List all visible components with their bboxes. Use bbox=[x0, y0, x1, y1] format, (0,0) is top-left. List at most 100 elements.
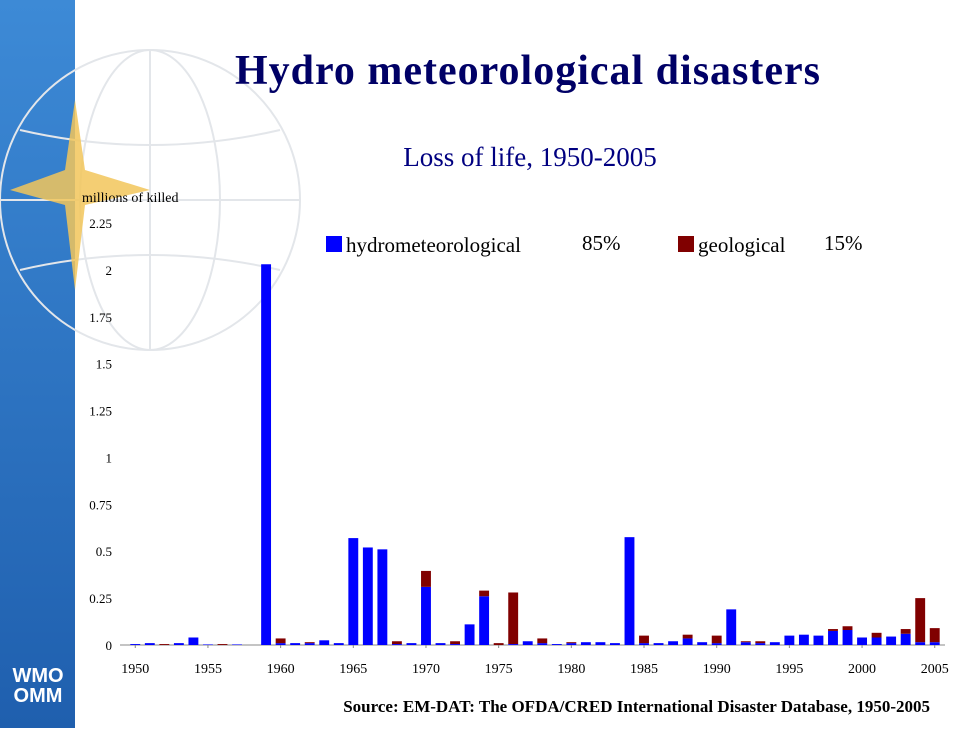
bar-segment bbox=[435, 643, 446, 645]
chart-title: Loss of life, 1950-2005 bbox=[403, 142, 656, 172]
source: Source: EM-DAT: The OFDA/CRED Internatio… bbox=[343, 697, 930, 716]
legend-label: hydrometeorological bbox=[346, 233, 521, 257]
bar-segment bbox=[450, 641, 460, 645]
x-tick-label: 1960 bbox=[267, 662, 295, 677]
bar-segment bbox=[798, 634, 809, 645]
bar-segment bbox=[391, 644, 402, 645]
x-tick-label: 1970 bbox=[412, 662, 440, 677]
bar-segment bbox=[566, 643, 577, 645]
y-tick-label: 1 bbox=[106, 450, 113, 465]
bar-segment bbox=[842, 629, 853, 645]
bar-segment bbox=[828, 630, 838, 645]
bar-segment bbox=[362, 547, 373, 645]
bar-segment bbox=[668, 641, 679, 645]
bar-segment bbox=[769, 642, 780, 645]
legend-swatch bbox=[678, 236, 694, 252]
bar-segment bbox=[159, 644, 170, 645]
bar-segment bbox=[871, 632, 882, 638]
bar-segment bbox=[929, 642, 940, 645]
bar-segment bbox=[900, 633, 911, 645]
bar-segment bbox=[900, 629, 911, 634]
bar-segment bbox=[566, 642, 577, 644]
legend-label: geological bbox=[698, 233, 786, 257]
y-tick-label: 2 bbox=[106, 263, 113, 278]
y-axis-label: millions of killed bbox=[82, 191, 178, 206]
star-logo bbox=[10, 100, 150, 290]
bar-segment bbox=[508, 592, 519, 645]
x-tick-label: 1995 bbox=[775, 662, 803, 677]
bar-segment bbox=[217, 644, 228, 645]
bar-segment bbox=[580, 642, 591, 645]
bar-segment bbox=[595, 642, 606, 645]
x-tick-label: 1980 bbox=[557, 662, 585, 677]
x-tick-label: 1985 bbox=[630, 662, 658, 677]
x-tick-label: 1975 bbox=[485, 662, 513, 677]
bar-segment bbox=[537, 643, 548, 645]
legend-share: 15% bbox=[824, 231, 863, 255]
bar-segment bbox=[232, 644, 242, 645]
bar-segment bbox=[639, 635, 649, 644]
bar-segment bbox=[726, 609, 737, 645]
bar-segment bbox=[173, 643, 184, 645]
bar-segment bbox=[639, 643, 649, 645]
bar-segment bbox=[740, 642, 751, 645]
bar-segment bbox=[479, 590, 490, 597]
page-title: Hydro meteorological disasters bbox=[235, 48, 821, 94]
side-strip bbox=[0, 0, 75, 728]
bar-segment bbox=[711, 635, 722, 644]
y-tick-label: 1.75 bbox=[89, 310, 112, 325]
y-tick-label: 1.5 bbox=[96, 357, 112, 372]
brand: WMO bbox=[12, 665, 63, 687]
bar-segment bbox=[740, 641, 751, 643]
bar-segment bbox=[304, 643, 315, 645]
bar-segment bbox=[450, 644, 460, 645]
bar-segment bbox=[421, 586, 431, 645]
bar-segment bbox=[522, 641, 533, 645]
x-tick-label: 1990 bbox=[703, 662, 731, 677]
bar-segment bbox=[275, 643, 286, 645]
bar-segment bbox=[929, 628, 940, 643]
bar-segment bbox=[755, 641, 766, 644]
bar-segment bbox=[551, 644, 562, 645]
x-tick-label: 2000 bbox=[848, 662, 876, 677]
bar-segment bbox=[130, 644, 141, 645]
bar-segment bbox=[333, 643, 344, 645]
bar-segment bbox=[304, 642, 315, 644]
bar-segment bbox=[319, 640, 330, 645]
bar-segment bbox=[144, 643, 155, 645]
bar-segment bbox=[653, 643, 664, 645]
bar-segment bbox=[697, 642, 708, 645]
bar-segment bbox=[275, 638, 286, 644]
bar-segment bbox=[711, 643, 722, 645]
bar-segment bbox=[348, 538, 359, 645]
y-tick-label: 2.25 bbox=[89, 216, 112, 231]
bar-segment bbox=[537, 638, 548, 644]
x-tick-label: 1950 bbox=[121, 662, 149, 677]
bar-segment bbox=[915, 642, 926, 645]
y-tick-label: 0.25 bbox=[89, 591, 112, 606]
y-tick-label: 0 bbox=[106, 638, 113, 653]
bar-segment bbox=[493, 643, 504, 645]
bar-segment bbox=[508, 644, 519, 645]
bar-segment bbox=[682, 638, 693, 645]
y-tick-label: 0.5 bbox=[96, 544, 112, 559]
bar-segment bbox=[261, 264, 272, 645]
y-tick-label: 1.25 bbox=[89, 404, 112, 419]
bar-segment bbox=[406, 643, 417, 645]
bar-segment bbox=[377, 549, 388, 645]
x-tick-label: 2005 bbox=[921, 662, 949, 677]
bar-segment bbox=[813, 635, 824, 645]
legend-share: 85% bbox=[582, 231, 621, 255]
bar-segment bbox=[479, 596, 490, 645]
bar-segment bbox=[755, 643, 766, 645]
bar-segment bbox=[610, 643, 620, 645]
bar-segment bbox=[682, 634, 693, 639]
bar-segment bbox=[857, 637, 867, 645]
bar-segment bbox=[915, 598, 926, 643]
bar-segment bbox=[464, 624, 475, 645]
bar-segment bbox=[391, 641, 402, 645]
brand: OMM bbox=[14, 685, 63, 707]
bar-segment bbox=[784, 635, 795, 645]
bar-segment bbox=[842, 626, 853, 630]
